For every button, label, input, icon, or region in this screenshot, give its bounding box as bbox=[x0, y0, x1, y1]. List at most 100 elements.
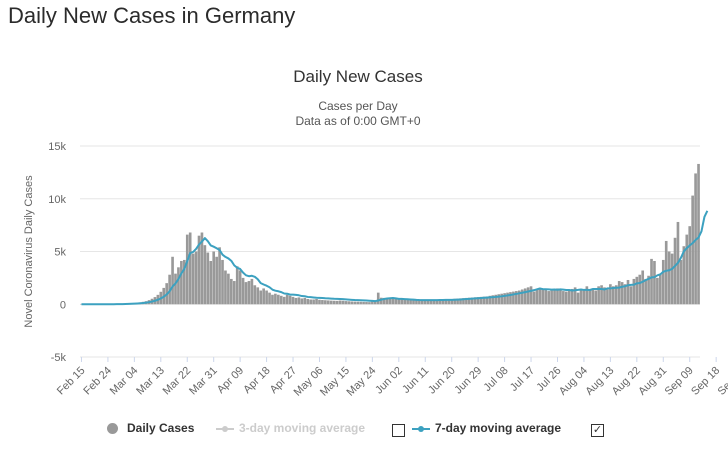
bar bbox=[503, 293, 506, 305]
bar bbox=[526, 287, 530, 305]
bar bbox=[673, 237, 677, 305]
bar bbox=[447, 299, 451, 305]
bar bbox=[259, 290, 263, 305]
y-tick-label: 0 bbox=[60, 299, 66, 311]
x-tick-label: Jul 08 bbox=[481, 365, 510, 394]
bar bbox=[218, 247, 221, 305]
bar bbox=[650, 258, 653, 305]
bar bbox=[200, 232, 204, 305]
bar bbox=[476, 297, 480, 305]
bar bbox=[562, 291, 565, 305]
bar bbox=[415, 300, 418, 305]
legend-item-3-day-average[interactable]: 3-day moving average bbox=[216, 421, 365, 435]
bar bbox=[379, 297, 383, 305]
bar bbox=[174, 273, 177, 305]
bar bbox=[268, 292, 271, 305]
bar bbox=[488, 295, 492, 305]
bar bbox=[426, 300, 430, 305]
bar bbox=[282, 296, 286, 305]
chart-legend: Daily Cases 3-day moving average 7-day m… bbox=[0, 418, 728, 442]
bar bbox=[500, 293, 503, 305]
bar bbox=[591, 288, 595, 305]
legend-bar-swatch-icon bbox=[107, 422, 118, 434]
bar bbox=[682, 246, 686, 305]
y-tick-label: 15k bbox=[48, 141, 66, 153]
bar bbox=[679, 259, 683, 305]
bar bbox=[256, 287, 260, 305]
legend-label-daily-cases: Daily Cases bbox=[127, 421, 195, 435]
bar bbox=[626, 279, 630, 305]
bar bbox=[597, 286, 600, 305]
bar bbox=[347, 301, 351, 305]
x-tick-label: Feb 24 bbox=[81, 365, 114, 398]
bar bbox=[453, 298, 456, 305]
bar bbox=[465, 297, 468, 305]
bar bbox=[520, 289, 524, 305]
bar bbox=[494, 294, 498, 305]
x-tick-label: Aug 13 bbox=[583, 365, 616, 398]
bar bbox=[479, 296, 483, 305]
bar bbox=[697, 163, 700, 305]
bar bbox=[435, 299, 439, 305]
bar bbox=[203, 245, 207, 305]
legend-item-daily-cases[interactable]: Daily Cases bbox=[107, 421, 194, 435]
bar bbox=[303, 297, 307, 305]
legend-item-7-day-average[interactable]: 7-day moving average bbox=[412, 421, 561, 435]
legend-line-marker-icon bbox=[216, 423, 234, 434]
bar bbox=[632, 278, 636, 305]
bar bbox=[271, 294, 274, 305]
bar bbox=[235, 266, 239, 305]
bar bbox=[585, 286, 589, 305]
bar bbox=[459, 298, 462, 305]
bar bbox=[553, 289, 556, 305]
bar bbox=[335, 300, 339, 305]
bar bbox=[353, 301, 357, 305]
bar bbox=[332, 300, 336, 305]
bar bbox=[250, 278, 254, 305]
bar bbox=[194, 251, 198, 305]
bar bbox=[667, 251, 671, 305]
bar bbox=[209, 261, 213, 305]
bar bbox=[197, 235, 201, 305]
checkbox-3-day-average[interactable] bbox=[392, 424, 405, 437]
bar bbox=[470, 297, 474, 305]
bar bbox=[341, 300, 345, 305]
bar bbox=[423, 300, 427, 305]
bar bbox=[212, 251, 216, 305]
bar bbox=[279, 295, 283, 305]
bar bbox=[359, 301, 362, 305]
checkbox-7-day-average[interactable]: ✓ bbox=[591, 424, 604, 437]
bar bbox=[573, 287, 577, 305]
bar bbox=[288, 295, 292, 305]
bar bbox=[185, 234, 189, 305]
bar bbox=[688, 226, 692, 305]
bar bbox=[400, 299, 404, 305]
bar bbox=[368, 302, 371, 305]
x-tick-label: Mar 13 bbox=[134, 365, 167, 398]
bar bbox=[350, 301, 354, 305]
bar bbox=[191, 253, 195, 305]
bar bbox=[324, 300, 327, 305]
x-tick-label: May 24 bbox=[344, 365, 378, 399]
x-tick-label: Jun 11 bbox=[400, 365, 431, 396]
bar bbox=[612, 286, 615, 305]
bar bbox=[171, 256, 174, 305]
bar bbox=[385, 298, 389, 305]
page-heading: Daily New Cases in Germany bbox=[8, 3, 296, 28]
bar bbox=[629, 286, 633, 305]
x-tick-label: Feb 15 bbox=[55, 365, 88, 398]
bar bbox=[570, 288, 574, 305]
x-tick-label: Jun 02 bbox=[373, 365, 405, 397]
bar bbox=[221, 259, 224, 305]
bar bbox=[635, 276, 639, 305]
bar bbox=[523, 288, 527, 305]
bar bbox=[603, 287, 606, 305]
bar bbox=[373, 301, 377, 305]
bar bbox=[579, 289, 583, 305]
x-tick-label: Jun 29 bbox=[452, 365, 484, 397]
bar bbox=[394, 298, 398, 305]
bar bbox=[227, 273, 230, 305]
bar bbox=[338, 300, 342, 305]
bar bbox=[403, 299, 407, 305]
